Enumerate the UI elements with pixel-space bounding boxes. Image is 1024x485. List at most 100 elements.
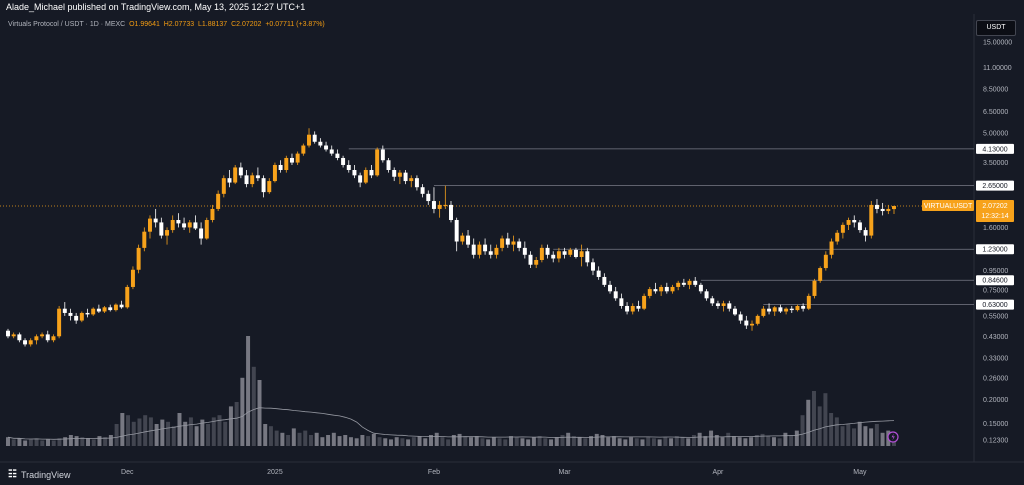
- volume-bar: [183, 421, 188, 446]
- volume-bar: [857, 421, 862, 446]
- candle-body: [233, 167, 238, 183]
- volume-bar: [760, 433, 765, 446]
- candle-body: [522, 247, 527, 255]
- candle-body: [721, 303, 726, 306]
- volume-bar: [57, 438, 62, 446]
- candle-body: [664, 286, 669, 292]
- candle-body: [494, 247, 499, 255]
- volume-bar: [486, 439, 491, 446]
- candle-body: [539, 247, 544, 260]
- candle-body: [244, 175, 249, 185]
- volume-bar: [514, 437, 519, 446]
- volume-bar: [611, 436, 616, 446]
- volume-bar: [623, 439, 628, 446]
- volume-bar: [697, 432, 702, 446]
- candle-body: [562, 251, 567, 255]
- volume-bar: [360, 435, 365, 446]
- candle-body: [840, 224, 845, 233]
- candle-body: [619, 298, 624, 306]
- volume-bar: [314, 432, 319, 446]
- volume-bar: [817, 406, 822, 446]
- volume-bar: [434, 432, 439, 446]
- volume-bar: [206, 424, 211, 446]
- volume-bar: [234, 402, 239, 446]
- volume-bar: [606, 437, 611, 446]
- volume-bar: [617, 438, 622, 446]
- candle-body: [329, 149, 334, 154]
- level-label: 1.23000: [982, 247, 1007, 254]
- volume-bar: [520, 438, 525, 446]
- candle-body: [113, 304, 118, 311]
- candle-body: [34, 336, 39, 341]
- candle-body: [551, 254, 556, 259]
- candle-body: [324, 145, 329, 150]
- y-tick-label: 11.00000: [983, 65, 1012, 72]
- volume-bar: [366, 436, 371, 446]
- volume-bar: [634, 438, 639, 446]
- ohlc-high: H2.07733: [163, 21, 195, 28]
- published-header: Alade_Michael published on TradingView.c…: [0, 0, 1024, 14]
- volume-bar: [446, 439, 451, 446]
- candle-body: [636, 305, 641, 309]
- price-tag-countdown: 12:32:14: [981, 213, 1008, 220]
- volume-bar: [217, 415, 222, 446]
- candle-body: [363, 170, 368, 183]
- volume-bar: [103, 437, 108, 446]
- candle-body: [784, 308, 789, 312]
- volume-bar: [566, 432, 571, 446]
- candle-body: [778, 307, 783, 312]
- tradingview-logo[interactable]: ☷ TradingView: [8, 469, 71, 480]
- level-label-bg: [976, 143, 1014, 154]
- candle-body: [449, 204, 453, 221]
- candle-body: [852, 220, 857, 223]
- candle-body: [732, 308, 737, 315]
- candle-body: [483, 244, 488, 252]
- level-label: 2.65000: [982, 183, 1007, 190]
- y-tick-label: 0.20000: [983, 397, 1008, 404]
- candle-body: [477, 244, 482, 255]
- level-label: 4.13000: [982, 146, 1007, 153]
- volume-bar: [188, 417, 193, 446]
- volume-bar: [737, 437, 742, 446]
- candle-body: [431, 201, 436, 209]
- y-tick-label: 0.95000: [983, 268, 1008, 275]
- volume-bar: [251, 366, 256, 446]
- candle-body: [352, 170, 357, 176]
- volume-bar: [880, 432, 885, 446]
- volume-bar: [120, 413, 125, 446]
- candle-body: [261, 178, 266, 193]
- volume-bar: [497, 438, 502, 446]
- symbol-name: Virtuals Protocol / USDT · 1D · MEXC: [8, 21, 126, 28]
- candle-body: [772, 307, 777, 312]
- candle-body: [295, 153, 300, 163]
- candle-body: [727, 303, 732, 309]
- tradingview-brand-label: TradingView: [20, 469, 71, 480]
- volume-bar: [17, 438, 22, 446]
- symbol-info: Virtuals Protocol / USDT · 1D · MEXC O1.…: [8, 21, 325, 28]
- candle-body: [613, 291, 618, 299]
- y-tick-label: 0.33000: [983, 356, 1008, 363]
- candle-body: [573, 249, 578, 257]
- volume-bar: [600, 435, 605, 446]
- candle-body: [517, 241, 522, 248]
- candle-body: [835, 232, 840, 242]
- candle-body: [443, 204, 448, 206]
- candle-body: [346, 164, 351, 171]
- candle-body: [147, 218, 152, 232]
- candle-body: [238, 167, 243, 176]
- volume-bar: [509, 436, 514, 446]
- volume-bar: [549, 439, 554, 446]
- candle-body: [789, 308, 794, 311]
- candle-body: [159, 222, 164, 236]
- volume-bar: [474, 436, 479, 446]
- volume-bar: [268, 426, 273, 446]
- volume-bar: [594, 433, 599, 446]
- volume-bar: [280, 432, 285, 446]
- candle-body: [471, 244, 476, 255]
- candle-body: [625, 305, 630, 312]
- volume-bar: [326, 435, 331, 446]
- currency-button[interactable]: USDT: [976, 20, 1016, 36]
- x-tick-label: Apr: [712, 469, 724, 476]
- candle-body: [96, 308, 101, 312]
